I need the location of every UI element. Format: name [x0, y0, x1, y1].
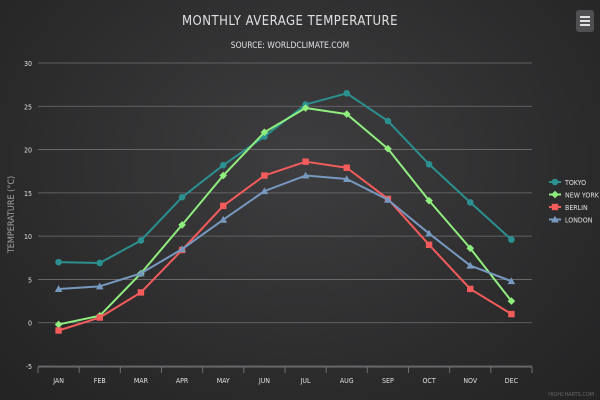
series-tokyo — [55, 90, 515, 267]
chart-menu-button[interactable] — [576, 10, 594, 32]
y-tick-label: 0 — [28, 320, 32, 328]
chart-subtitle: SOURCE: WORLDCLIMATE.COM — [231, 41, 350, 51]
y-tick-labels: -5 0 5 10 15 20 25 30 — [24, 60, 32, 371]
y-axis-label: TEMPERATURE (°C) — [7, 176, 17, 254]
data-point[interactable] — [384, 144, 392, 153]
x-tick-label: JUL — [300, 377, 311, 385]
data-point[interactable] — [425, 229, 433, 237]
data-point[interactable] — [178, 245, 186, 253]
y-tick-label: 10 — [24, 233, 32, 241]
series-line[interactable] — [58, 107, 513, 326]
data-point[interactable] — [342, 175, 351, 183]
legend-marker[interactable] — [551, 203, 559, 211]
x-tick-label: JAN — [52, 377, 64, 385]
series-group — [54, 90, 516, 334]
y-tick-label: 15 — [24, 190, 32, 198]
data-point[interactable] — [384, 117, 392, 125]
legend-item-berlin[interactable]: BERLIN — [549, 203, 588, 212]
series-line[interactable] — [58, 160, 512, 332]
chart-title: MONTHLY AVERAGE TEMPERATURE — [182, 14, 398, 29]
y-tick-label: 25 — [24, 103, 32, 111]
x-axis: JAN FEB MAR APR MAY JUN JUL AUG SEP OCT NOV DEC — [37, 366, 533, 385]
data-point[interactable] — [425, 241, 433, 248]
data-point[interactable] — [260, 187, 269, 195]
data-point[interactable] — [178, 193, 186, 201]
x-tick-label: NOV — [463, 377, 478, 385]
x-tick-label: JUN — [258, 377, 270, 385]
data-point[interactable] — [55, 258, 62, 266]
data-point[interactable] — [219, 171, 228, 180]
series-london — [54, 171, 516, 292]
x-tick-label: FEB — [94, 377, 106, 385]
y-tick-label: -5 — [26, 363, 32, 371]
legend-label: LONDON — [565, 217, 593, 225]
data-point[interactable] — [137, 237, 145, 244]
data-point[interactable] — [54, 285, 63, 292]
data-point[interactable] — [384, 195, 392, 203]
data-point[interactable] — [342, 110, 351, 118]
data-point[interactable] — [219, 215, 228, 223]
legend-label: TOKYO — [564, 179, 586, 187]
data-point[interactable] — [96, 259, 104, 267]
data-point[interactable] — [54, 320, 63, 329]
data-point[interactable] — [343, 164, 350, 171]
x-tick-label: OCT — [422, 377, 435, 385]
legend-item-tokyo[interactable]: TOKYO — [549, 178, 586, 187]
x-tick-label: DEC — [505, 377, 519, 385]
x-tick-label: MAR — [134, 377, 149, 385]
legend-label: BERLIN — [565, 204, 588, 212]
data-point[interactable] — [466, 261, 475, 269]
data-point[interactable] — [95, 282, 104, 290]
data-point[interactable] — [178, 221, 186, 229]
x-tick-label: SEP — [382, 377, 394, 385]
data-point[interactable] — [507, 277, 516, 285]
y-tick-label: 30 — [24, 60, 32, 68]
legend-marker[interactable] — [551, 178, 559, 186]
data-point[interactable] — [508, 236, 515, 243]
data-point[interactable] — [302, 158, 309, 165]
legend-marker[interactable] — [551, 190, 559, 199]
legend-item-new-york[interactable]: NEW YORK — [549, 190, 600, 200]
series-line[interactable] — [58, 92, 513, 264]
legend-marker[interactable] — [551, 215, 559, 223]
data-point[interactable] — [137, 289, 145, 296]
series-line[interactable] — [58, 174, 512, 290]
x-tick-label: AUG — [340, 377, 354, 385]
data-point[interactable] — [55, 327, 62, 334]
data-point[interactable] — [219, 161, 227, 169]
data-point[interactable] — [301, 104, 310, 112]
data-point[interactable] — [301, 171, 310, 179]
data-point[interactable] — [508, 310, 515, 318]
legend: TOKYO NEW YORK BERLIN LONDON — [549, 178, 600, 225]
data-point[interactable] — [137, 269, 145, 277]
data-point[interactable] — [467, 285, 474, 293]
credits[interactable]: HIGHCHARTS.COM — [548, 392, 594, 398]
data-point[interactable] — [261, 172, 268, 179]
data-point[interactable] — [260, 128, 269, 137]
data-point[interactable] — [466, 199, 474, 206]
data-point[interactable] — [507, 297, 516, 305]
series-new-york — [54, 104, 516, 329]
data-point[interactable] — [425, 196, 433, 205]
data-point[interactable] — [425, 160, 433, 168]
y-tick-label: 20 — [24, 147, 32, 155]
y-gridlines — [38, 62, 532, 367]
data-point[interactable] — [220, 202, 227, 210]
legend-item-london[interactable]: LONDON — [549, 215, 593, 225]
legend-label: NEW YORK — [565, 192, 600, 200]
data-point[interactable] — [343, 90, 351, 97]
data-point[interactable] — [96, 314, 103, 321]
data-point[interactable] — [466, 244, 475, 253]
x-tick-label: MAY — [217, 377, 230, 385]
x-tick-label: APR — [176, 377, 189, 385]
y-tick-label: 5 — [28, 276, 32, 284]
